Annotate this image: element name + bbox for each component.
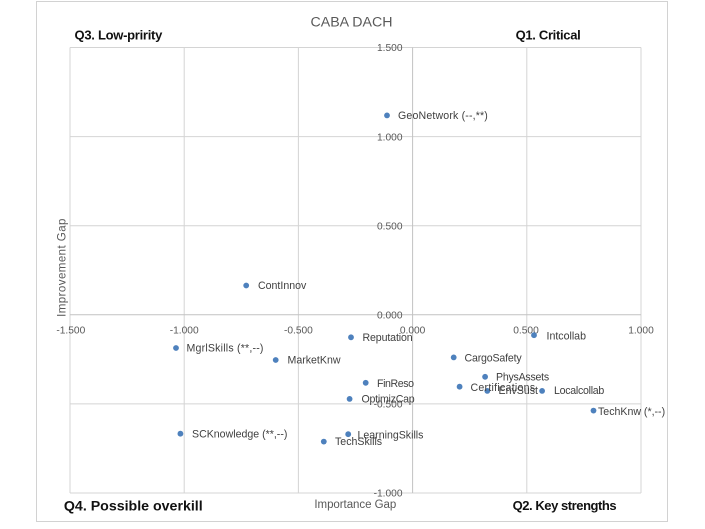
svg-text:0.500: 0.500 bbox=[377, 221, 403, 232]
svg-text:EnvSust: EnvSust bbox=[499, 385, 539, 397]
svg-text:Q3. Low-pririty: Q3. Low-pririty bbox=[75, 27, 164, 42]
svg-text:GeoNetwork (--,**): GeoNetwork (--,**) bbox=[398, 110, 488, 122]
svg-text:-1.000: -1.000 bbox=[170, 326, 199, 337]
svg-text:OptimizCap: OptimizCap bbox=[362, 394, 415, 406]
svg-text:TechSkills: TechSkills bbox=[335, 436, 382, 448]
svg-text:SCKnowledge (**,--): SCKnowledge (**,--) bbox=[192, 428, 287, 440]
svg-text:LearningSkills: LearningSkills bbox=[358, 430, 424, 442]
svg-text:Q1. Critical: Q1. Critical bbox=[516, 27, 581, 42]
svg-text:Q2. Key strengths: Q2. Key strengths bbox=[513, 498, 617, 513]
svg-text:Q4. Possible overkill: Q4. Possible overkill bbox=[64, 498, 203, 514]
svg-text:TechKnw (*,--): TechKnw (*,--) bbox=[598, 406, 665, 418]
svg-text:MarketKnw: MarketKnw bbox=[288, 355, 341, 367]
svg-text:CABA DACH: CABA DACH bbox=[311, 15, 393, 31]
svg-text:Reputation: Reputation bbox=[363, 332, 413, 344]
svg-text:Intcollab: Intcollab bbox=[547, 330, 587, 342]
svg-text:PhysAssets: PhysAssets bbox=[496, 372, 549, 384]
svg-text:Certifications: Certifications bbox=[471, 382, 536, 394]
svg-text:ContInnov: ContInnov bbox=[258, 280, 307, 292]
svg-text:Localcollab: Localcollab bbox=[554, 385, 604, 397]
svg-text:FinReso: FinReso bbox=[377, 378, 414, 390]
svg-text:-1.500: -1.500 bbox=[56, 326, 85, 337]
svg-text:-1.000: -1.000 bbox=[374, 489, 403, 500]
svg-text:Improvement Gap: Improvement Gap bbox=[57, 218, 69, 317]
svg-text:-0.500: -0.500 bbox=[374, 400, 403, 411]
svg-text:0.000: 0.000 bbox=[400, 326, 426, 337]
svg-text:CargoSafety: CargoSafety bbox=[465, 353, 523, 365]
svg-text:MgrlSkills (**,--): MgrlSkills (**,--) bbox=[187, 343, 264, 355]
svg-text:1.000: 1.000 bbox=[628, 326, 654, 337]
svg-text:1.000: 1.000 bbox=[377, 132, 403, 143]
svg-text:0.000: 0.000 bbox=[377, 311, 403, 322]
svg-text:0.500: 0.500 bbox=[513, 326, 539, 337]
svg-text:1.500: 1.500 bbox=[377, 43, 403, 54]
svg-text:Importance Gap: Importance Gap bbox=[314, 499, 396, 511]
svg-text:-0.500: -0.500 bbox=[284, 326, 313, 337]
